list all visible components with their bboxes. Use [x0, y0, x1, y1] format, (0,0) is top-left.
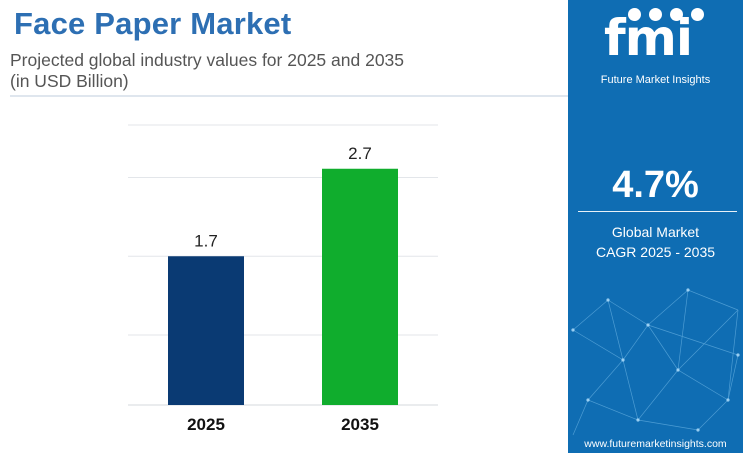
x-tick-label-2035: 2035: [341, 415, 379, 434]
bar-chart: 1.7 2025 2.7 2035: [128, 124, 438, 434]
fmi-logo: fmi Future Market Insights: [568, 8, 743, 88]
header-divider: [10, 95, 568, 97]
page-subtitle: Projected global industry values for 202…: [10, 50, 404, 92]
data-label-2025: 1.7: [194, 231, 218, 250]
cagr-label-line-1: Global Market: [611, 224, 700, 240]
page-title: Face Paper Market: [14, 6, 292, 41]
chart-panel: Face Paper Market Projected global indus…: [10, 6, 568, 434]
subtitle-line-1: Projected global industry values for 202…: [10, 50, 405, 70]
logo-icons: [628, 8, 728, 26]
cagr-divider: [578, 211, 737, 212]
x-tick-label-2025: 2025: [187, 415, 225, 434]
cagr-value: 4.7%: [612, 164, 699, 206]
cagr-label: Global Market CAGR 2025 - 2035: [568, 222, 743, 262]
cagr-label-line-2: CAGR 2025 - 2035: [595, 244, 716, 260]
bar-2035: [322, 168, 398, 405]
website-url: www.futuremarketinsights.com: [584, 438, 727, 450]
data-label-2035: 2.7: [348, 144, 372, 163]
logo-text: fmi: [604, 9, 693, 67]
sidebar-panel: fmi Future Market Insights 4.7% Global M…: [568, 0, 743, 453]
subtitle-line-2: (in USD Billion): [10, 71, 129, 91]
network-decoration: [571, 288, 740, 436]
logo-caption: Future Market Insights: [600, 74, 711, 86]
bar-2025: [168, 256, 244, 405]
